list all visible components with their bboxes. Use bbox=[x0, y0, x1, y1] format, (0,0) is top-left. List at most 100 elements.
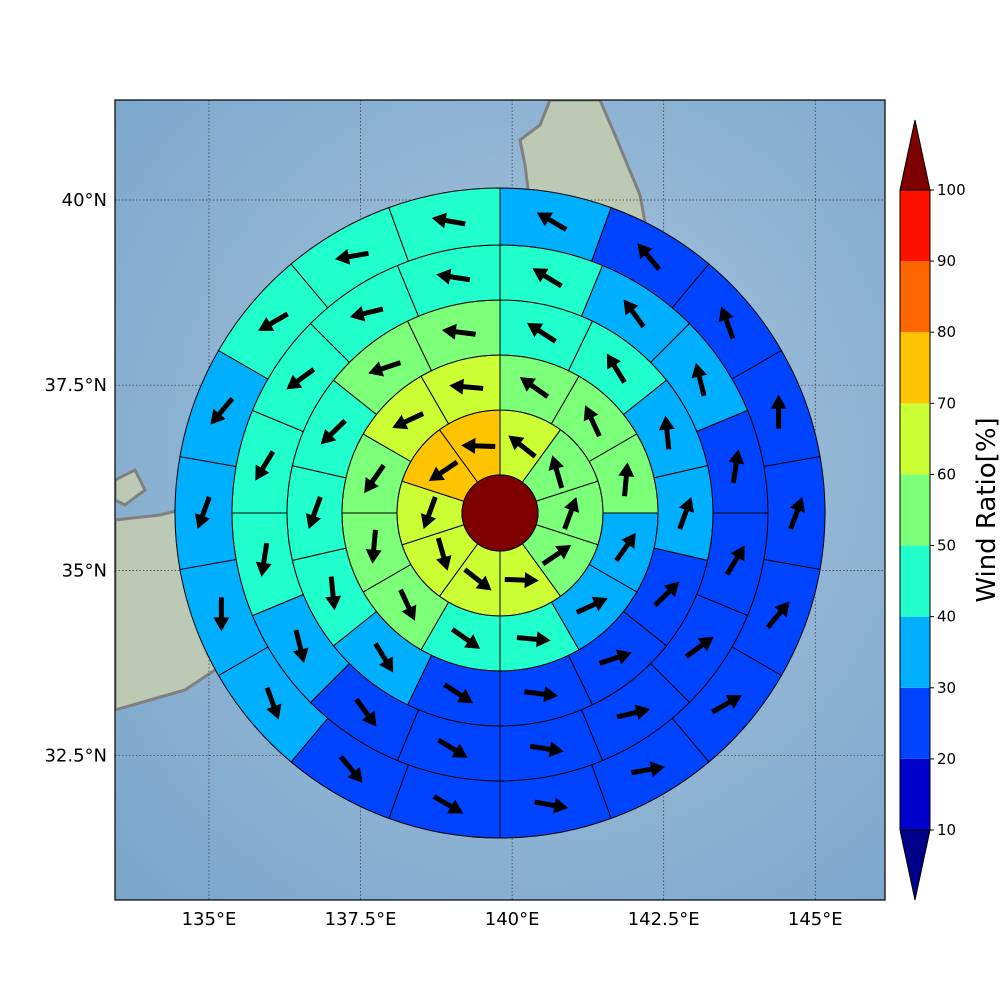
wind-arrow-head bbox=[548, 741, 564, 758]
colorbar-segment bbox=[900, 190, 930, 262]
wind-arrow-head bbox=[255, 464, 270, 481]
colorbar-tick-label: 20 bbox=[937, 750, 956, 768]
wind-arrows bbox=[194, 212, 806, 814]
wind-arrow-head bbox=[649, 761, 665, 778]
colorbar-tick-label: 80 bbox=[937, 323, 956, 341]
wind-arrow-head bbox=[524, 572, 539, 589]
colorbar-tick-label: 40 bbox=[937, 608, 956, 626]
wind-arrow-head bbox=[621, 532, 636, 549]
wind-arrow-head bbox=[658, 415, 675, 431]
colorbar-segment bbox=[900, 403, 930, 475]
colorbar-tick-label: 90 bbox=[937, 252, 956, 270]
colorbar-segment bbox=[900, 758, 930, 830]
wind-arrow-head bbox=[255, 561, 272, 577]
wind-arrow-head bbox=[691, 362, 708, 379]
wind-arrow-head bbox=[451, 743, 468, 758]
wind-arrow-head bbox=[292, 647, 309, 664]
lon-tick-label: 135°E bbox=[182, 909, 237, 930]
wind-arrow-head bbox=[347, 766, 363, 783]
colorbar-segment bbox=[900, 616, 930, 688]
lon-tick-label: 145°E bbox=[788, 909, 843, 930]
wind-arrow-head bbox=[258, 316, 275, 331]
colorbar-segment bbox=[900, 474, 930, 546]
wind-arrow-head bbox=[697, 636, 714, 652]
polar-wind-grid bbox=[174, 187, 826, 839]
wind-arrow-head bbox=[436, 555, 452, 571]
wind-arrow-head bbox=[461, 437, 476, 454]
wind-arrow-head bbox=[618, 462, 635, 477]
colorbar-tick-label: 60 bbox=[937, 465, 956, 483]
colorbar-tick-label: 100 bbox=[937, 181, 966, 199]
wind-arrow-head bbox=[532, 268, 549, 283]
wind-arrow-head bbox=[615, 649, 632, 665]
wind-arrow-head bbox=[606, 353, 621, 370]
wind-arrow-head bbox=[441, 323, 457, 340]
colorbar-under-extension bbox=[899, 829, 931, 901]
wind-arrow-head bbox=[564, 497, 580, 513]
lon-tick-label: 142.5°E bbox=[628, 909, 700, 930]
wind-arrow-head bbox=[401, 604, 417, 621]
colorbar-segment bbox=[900, 261, 930, 333]
colorbar-segment bbox=[900, 332, 930, 404]
wind-arrow-head bbox=[679, 497, 695, 513]
wind-arrow-head bbox=[591, 596, 608, 612]
lat-tick-label: 35°N bbox=[62, 560, 107, 581]
wind-arrow-head bbox=[436, 268, 452, 285]
lon-tick-label: 140°E bbox=[485, 909, 540, 930]
colorbar-segment bbox=[900, 545, 930, 617]
wind-arrow-head bbox=[449, 378, 464, 395]
wind-arrow-head bbox=[213, 617, 230, 632]
wind-arrow-head bbox=[536, 212, 553, 227]
wind-arrow-head bbox=[548, 455, 564, 471]
wind-arrow-head bbox=[456, 688, 473, 704]
lat-tick-label: 32.5°N bbox=[44, 746, 107, 767]
wind-arrow-head bbox=[663, 581, 680, 598]
wind-arrow-head bbox=[431, 212, 447, 229]
wind-arrow-head bbox=[583, 405, 599, 422]
colorbar-tick-label: 10 bbox=[937, 821, 956, 839]
wind-arrow-head bbox=[718, 306, 734, 323]
colorbar: 10 20 30 40 50 60 70 80 90 100 bbox=[899, 119, 966, 901]
wind-arrow-head bbox=[392, 414, 409, 430]
wind-arrow-head bbox=[790, 497, 806, 513]
wind-arrow-head bbox=[555, 544, 572, 560]
lon-tick-label: 137.5°E bbox=[325, 909, 397, 930]
wind-arrow-head bbox=[361, 710, 377, 727]
wind-arrow-head bbox=[508, 435, 525, 451]
lat-tick-label: 40°N bbox=[62, 190, 107, 211]
wind-arrow-head bbox=[368, 361, 385, 377]
wind-arrow-head bbox=[730, 545, 745, 562]
wind-arrow-head bbox=[464, 634, 481, 649]
lat-tick-label: 37.5°N bbox=[44, 375, 107, 396]
wind-arrow-head bbox=[447, 799, 464, 814]
wind-arrow-head bbox=[728, 449, 745, 465]
wind-arrow-head bbox=[725, 695, 742, 710]
wind-arrow-head bbox=[335, 248, 351, 265]
wind-arrow-head bbox=[305, 513, 321, 529]
wind-arrow-head bbox=[623, 299, 639, 316]
wind-arrow-head bbox=[349, 305, 366, 322]
wind-arrow-head bbox=[320, 428, 337, 445]
lon-tick-labels: 135°E 137.5°E 140°E 142.5°E 145°E bbox=[182, 909, 843, 930]
colorbar-tick-label: 70 bbox=[937, 394, 956, 412]
wind-arrow-head bbox=[519, 377, 536, 392]
map-frame bbox=[114, 99, 886, 901]
colorbar-tick-label: 50 bbox=[937, 537, 956, 555]
wind-arrow-head bbox=[365, 549, 382, 564]
wind-arrow-head bbox=[210, 408, 226, 425]
colorbar-title: Wind Ratio[%] bbox=[972, 417, 1000, 602]
wind-arrow-head bbox=[774, 601, 790, 618]
wind-arrow-head bbox=[475, 575, 492, 591]
wind-arrow-head bbox=[527, 322, 544, 338]
wind-arrow-head bbox=[637, 243, 653, 260]
wind-arrow-head bbox=[634, 704, 651, 721]
wind-arrow-head bbox=[553, 797, 569, 814]
wind-arrow-head bbox=[536, 631, 551, 648]
wind-arrow-head bbox=[286, 374, 303, 390]
wind-arrow-head bbox=[325, 595, 342, 611]
wind-arrow-head bbox=[420, 513, 436, 529]
center-disc bbox=[461, 474, 539, 552]
wind-arrow-head bbox=[379, 656, 394, 673]
wind-arrow-head bbox=[543, 686, 559, 703]
